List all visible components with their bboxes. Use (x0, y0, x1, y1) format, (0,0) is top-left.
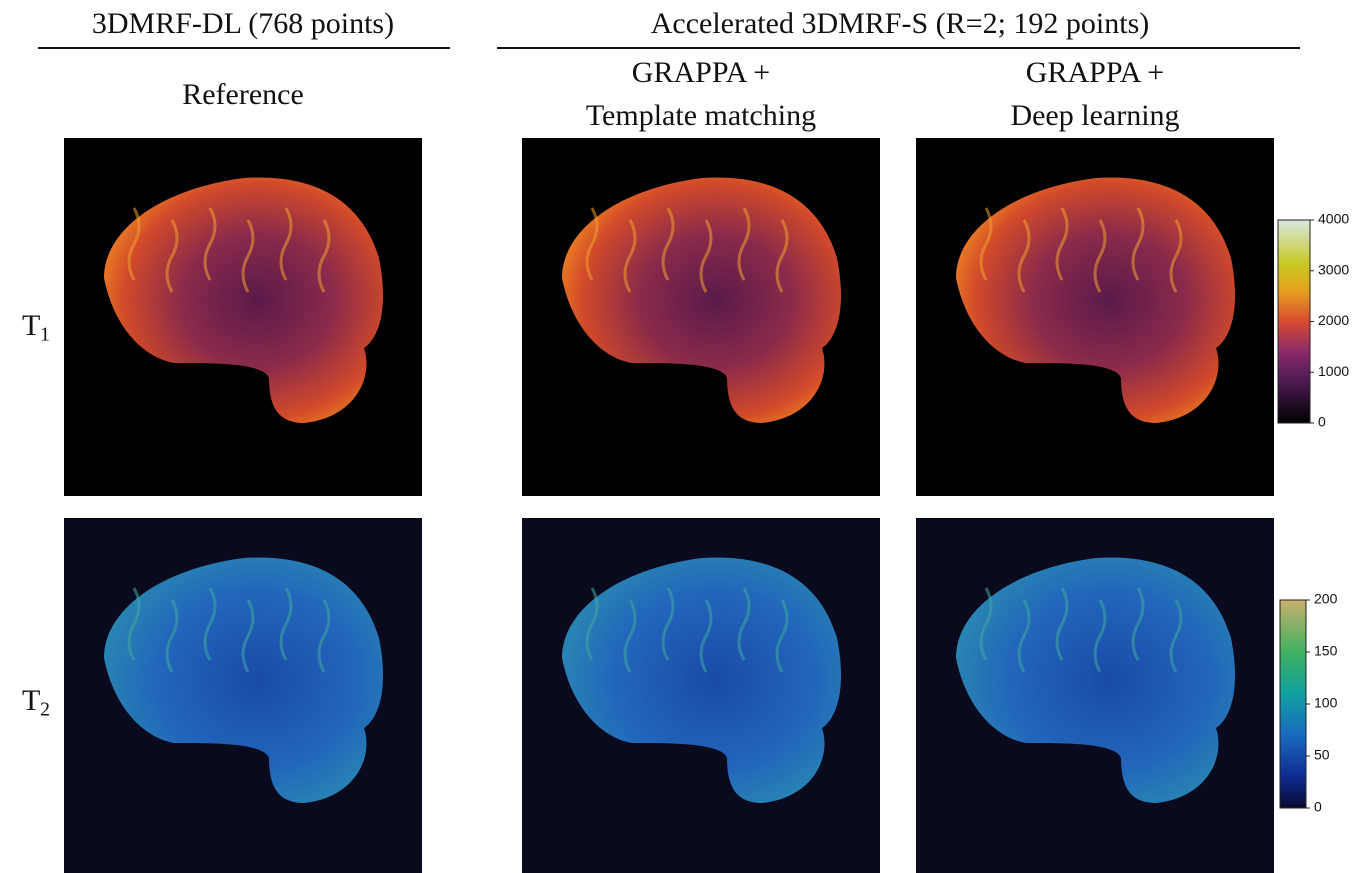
colorbar-tick-label: 0 (1314, 799, 1322, 815)
colorbar-tick-label: 4000 (1318, 211, 1349, 227)
column-title: Template matching (586, 99, 816, 132)
group-header: Accelerated 3DMRF-S (R=2; 192 points) (651, 7, 1150, 40)
colorbar-tick-label: 1000 (1318, 363, 1349, 379)
colorbar-tick-label: 3000 (1318, 261, 1349, 277)
colorbar-tick-label: 100 (1314, 695, 1338, 711)
row-label-subscript: 1 (40, 324, 50, 346)
colorbar-tick-label: 50 (1314, 747, 1330, 763)
colorbar (1278, 220, 1310, 423)
figure: 3DMRF-DL (768 points) Accelerated 3DMRF-S… (0, 0, 1370, 873)
page: 3DMRF-DL (768 points) Accelerated 3DMRF-S… (0, 0, 1370, 873)
colorbar-tick-label: 0 (1318, 414, 1326, 430)
column-title: GRAPPA + (1026, 56, 1164, 89)
row-label: T (22, 684, 40, 717)
colorbar (1280, 600, 1306, 808)
colorbar-tick-label: 2000 (1318, 312, 1349, 328)
column-title: GRAPPA + (632, 56, 770, 89)
group-header: 3DMRF-DL (768 points) (92, 7, 394, 40)
row-label: T (22, 309, 40, 342)
column-title: Reference (182, 78, 304, 111)
column-title: Deep learning (1010, 99, 1179, 132)
colorbar-tick-label: 150 (1314, 643, 1338, 659)
colorbar-tick-label: 200 (1314, 591, 1338, 607)
row-label-subscript: 2 (40, 699, 50, 721)
